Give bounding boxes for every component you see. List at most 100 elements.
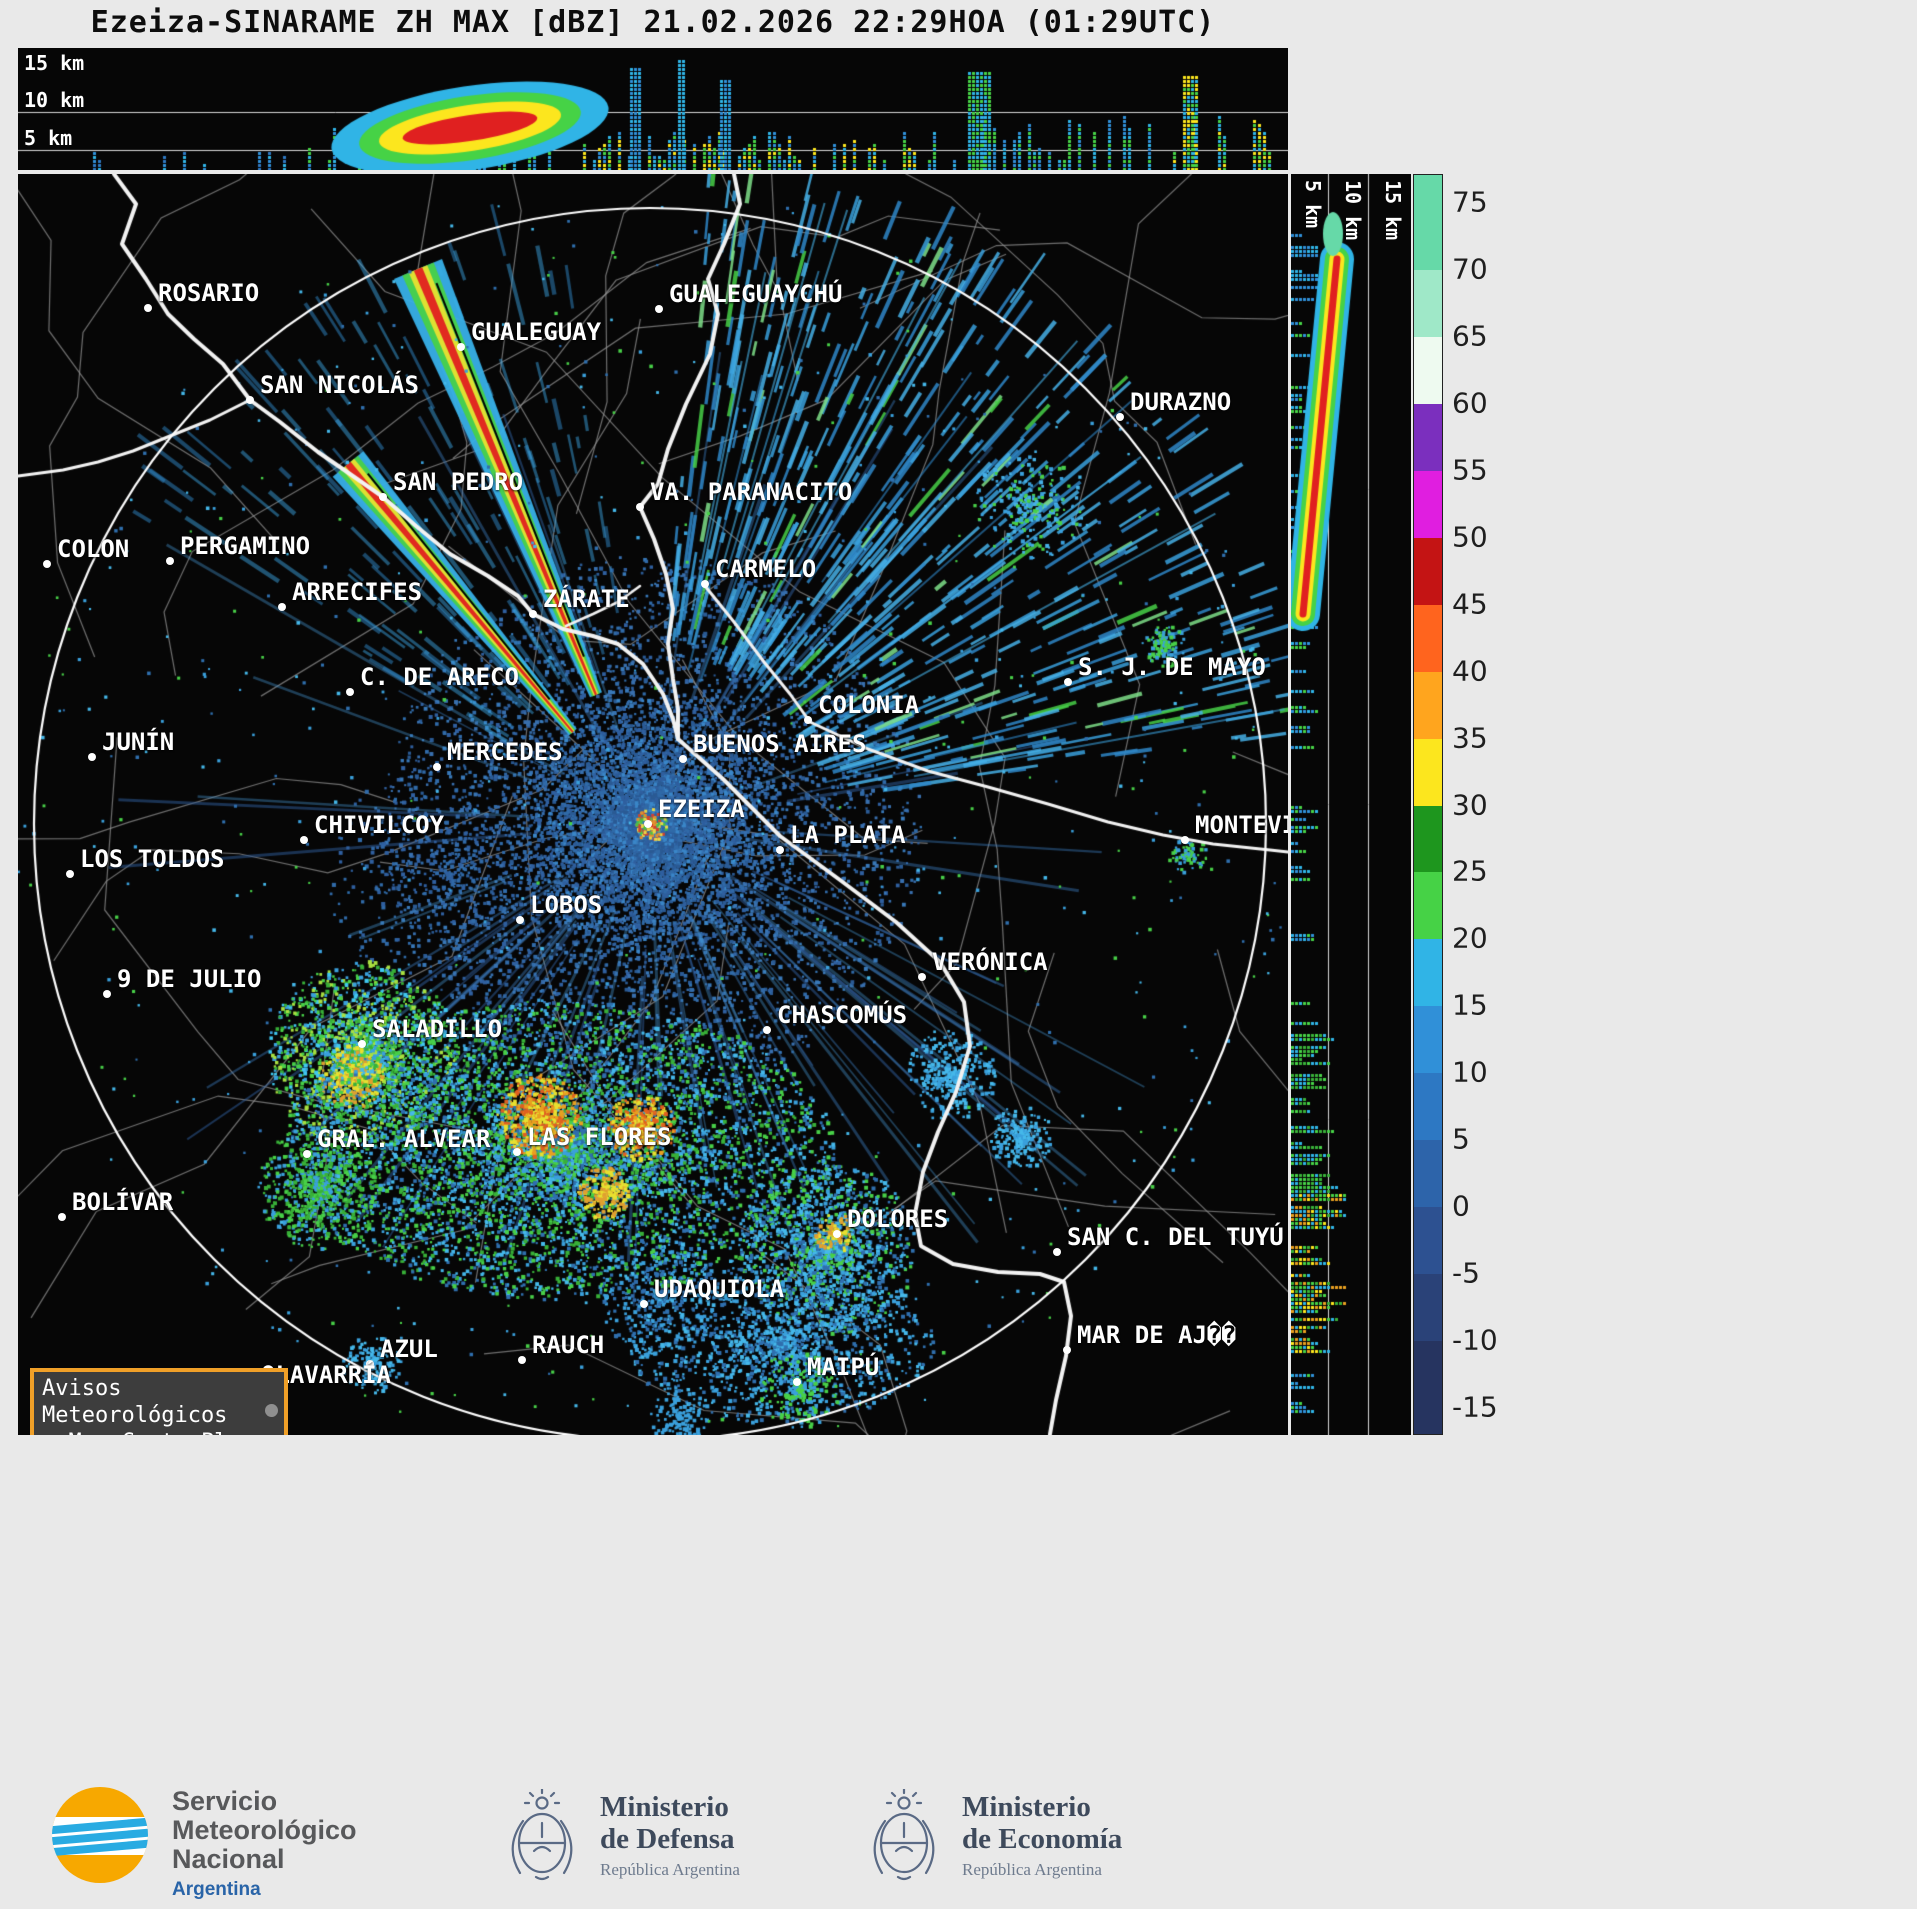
colorbar-segment	[1414, 403, 1442, 472]
city-dot	[366, 1360, 374, 1368]
colorbar-tick-label: 15	[1452, 988, 1488, 1022]
alert-box[interactable]: Avisos Meteorológicos a Muy Corto Plazo	[30, 1368, 288, 1435]
altitude-label-15km: 15 km	[24, 51, 85, 75]
city-label: C. DE ARECO	[360, 663, 519, 691]
colorbar-segment	[1414, 738, 1442, 807]
city-label: ARRECIFES	[292, 578, 423, 606]
smn-logo-icon	[52, 1787, 148, 1883]
city-dot	[516, 916, 524, 924]
ministry-subtitle: República Argentina	[962, 1859, 1102, 1879]
city-label: LA PLATA	[790, 821, 906, 849]
city-label: JUNÍN	[102, 728, 175, 756]
city-dot	[701, 580, 709, 588]
colorbar-tick-label: 45	[1452, 587, 1488, 621]
altitude-label-15km: 15 km	[1381, 180, 1405, 241]
smn-name-line: Nacional	[172, 1844, 285, 1874]
altitude-label-10km: 10 km	[24, 88, 85, 112]
colorbar-tick-label: 65	[1452, 319, 1488, 353]
city-dot	[1181, 836, 1189, 844]
city-dot	[655, 305, 663, 313]
city-label: AZUL	[380, 1335, 438, 1363]
colorbar	[1413, 174, 1443, 1435]
city-label: DOLORES	[847, 1205, 949, 1233]
colorbar-tick-label: 10	[1452, 1055, 1488, 1089]
colorbar-tick-label: 75	[1452, 185, 1488, 219]
city-label: CHASCOMÚS	[777, 1001, 908, 1029]
ministry-title-line: Ministerio	[962, 1790, 1091, 1823]
colorbar-segment	[1414, 269, 1442, 338]
smn-name-line: Servicio	[172, 1786, 278, 1816]
colorbar-segment	[1414, 336, 1442, 405]
city-label: SALADILLO	[372, 1015, 503, 1043]
colorbar-segment	[1414, 1073, 1442, 1141]
city-label: COLONIA	[818, 691, 920, 719]
radar-map-panel: ROSARIO GUALEGUAYCHÚ GUALEGUAY SAN NICOLÁS D…	[18, 174, 1288, 1435]
city-label: MONTEVIDEO	[1195, 811, 1288, 839]
city-dot	[1053, 1248, 1061, 1256]
alert-box-line-1: Avisos Meteorológicos	[42, 1376, 228, 1428]
smn-country: Argentina	[172, 1879, 261, 1900]
colorbar-tick-label: 20	[1452, 921, 1488, 955]
city-label: BOLÍVAR	[72, 1188, 174, 1216]
city-dot	[88, 753, 96, 761]
colorbar-segment	[1414, 671, 1442, 740]
city-dot	[144, 304, 152, 312]
city-dot	[918, 973, 926, 981]
city-label: DURAZNO	[1130, 388, 1232, 416]
city-dot	[518, 1356, 526, 1364]
city-dot	[1116, 413, 1124, 421]
city-label: VA. PARANACITO	[650, 478, 853, 506]
top-cross-section-panel: 15 km 10 km 5 km	[18, 48, 1288, 170]
ministry-title-line: Ministerio	[600, 1790, 729, 1823]
city-dot	[246, 396, 254, 404]
city-label: MERCEDES	[447, 738, 563, 766]
colorbar-tick-label: 0	[1452, 1189, 1470, 1223]
city-label: 9 DE JULIO	[117, 965, 262, 993]
city-label: GUALEGUAYCHÚ	[669, 280, 843, 308]
colorbar-segment	[1414, 537, 1442, 606]
colorbar-segment	[1414, 1274, 1442, 1342]
city-label: S. J. DE MAYO	[1078, 653, 1266, 681]
city-dot	[278, 603, 286, 611]
colorbar-segment	[1414, 805, 1442, 874]
smn-wordmark: Servicio Meteorológico Nacional Argentin…	[172, 1787, 357, 1901]
city-label: EZEIZA	[658, 795, 745, 823]
city-label: VERÓNICA	[932, 948, 1048, 976]
city-label: BUENOS AIRES	[693, 730, 867, 758]
altitude-label-5km: 5 km	[24, 126, 73, 150]
city-dot	[793, 1378, 801, 1386]
city-label: LAS FLORES	[527, 1123, 672, 1151]
city-dot	[804, 716, 812, 724]
city-dot	[529, 610, 537, 618]
colorbar-tick-label: 50	[1452, 520, 1488, 554]
city-dot	[457, 343, 465, 351]
city-label: LOS TOLDOS	[80, 845, 225, 873]
ministry-title-line: de Defensa	[600, 1822, 735, 1855]
right-cross-section-canvas	[1291, 174, 1411, 1435]
city-dot	[103, 990, 111, 998]
city-dot	[763, 1026, 771, 1034]
city-dot	[379, 493, 387, 501]
city-dot	[58, 1213, 66, 1221]
city-label: SAN C. DEL TUYÚ	[1067, 1223, 1284, 1251]
coat-of-arms-icon	[511, 1789, 573, 1881]
colorbar-ticks: 75 70 65 60 55 50 45 40 35 30 25 20 15 10 5 0 -5 -10 -15	[1452, 174, 1542, 1435]
colorbar-tick-label: 60	[1452, 386, 1488, 420]
city-label: SAN NICOLÁS	[260, 371, 419, 399]
city-label: GRAL. ALVEAR	[317, 1125, 491, 1153]
colorbar-segment	[1414, 939, 1442, 1007]
city-label: ROSARIO	[158, 279, 260, 307]
city-dot	[640, 1300, 648, 1308]
city-label: MAIPÚ	[807, 1353, 880, 1381]
ministerio-economia-block: Ministerio de Economía República Argenti…	[862, 1789, 1122, 1881]
ministerio-defensa-text: Ministerio de Defensa República Argentin…	[600, 1791, 740, 1880]
city-dot	[166, 557, 174, 565]
colorbar-segment	[1414, 604, 1442, 673]
colorbar-tick-label: 40	[1452, 654, 1488, 688]
city-dot	[346, 688, 354, 696]
radar-map-canvas	[18, 174, 1288, 1435]
colorbar-segment	[1414, 1207, 1442, 1275]
alert-box-dot	[265, 1404, 278, 1417]
city-dot	[433, 763, 441, 771]
city-label: CHIVILCOY	[314, 811, 445, 839]
